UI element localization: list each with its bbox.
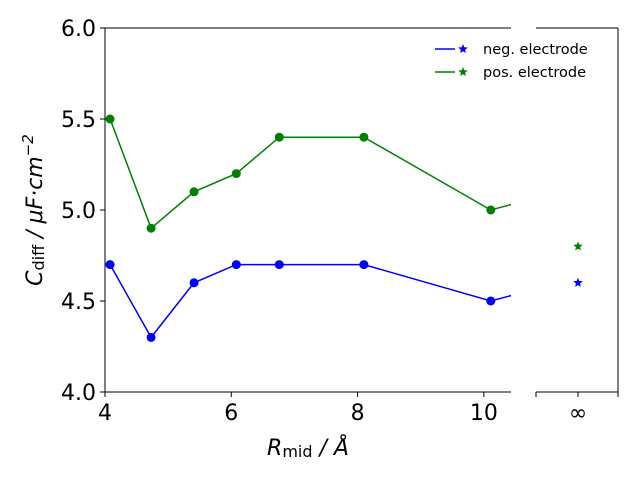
neg-data-point bbox=[231, 260, 241, 270]
limit-axes: ∞ bbox=[535, 27, 619, 426]
pos-data-point bbox=[274, 132, 284, 142]
neg-data-point bbox=[146, 332, 156, 342]
neg-data-point bbox=[486, 296, 496, 306]
pos-data-point bbox=[189, 187, 199, 197]
x-tick-label: 10 bbox=[470, 401, 498, 426]
x-tick-label: 8 bbox=[351, 401, 365, 426]
neg-series-line bbox=[109, 263, 511, 339]
pos-data-point bbox=[486, 205, 496, 215]
pos-data-point bbox=[105, 114, 115, 124]
y-tick-label: 5.5 bbox=[61, 108, 96, 133]
neg-data-point bbox=[359, 260, 369, 270]
pos-data-point bbox=[359, 132, 369, 142]
main-axes: 4 6 8 10 4.0 4.5 5.0 5.5 6.0 bbox=[61, 17, 536, 426]
neg-legend-label: neg. electrode bbox=[483, 42, 588, 58]
neg-data-point bbox=[527, 286, 536, 295]
pos-data-point bbox=[527, 195, 536, 204]
neg-limit-star bbox=[573, 277, 583, 287]
pos-limit-star bbox=[573, 241, 583, 251]
y-tick-label: 4.5 bbox=[61, 290, 96, 315]
neg-data-point bbox=[189, 278, 199, 288]
infinity-tick-label: ∞ bbox=[569, 401, 587, 426]
y-tick-label: 5.0 bbox=[61, 199, 96, 224]
x-axis-label: Rmid / Å bbox=[267, 434, 349, 461]
pos-data-point bbox=[231, 169, 241, 179]
neg-data-point bbox=[274, 260, 284, 270]
pos-series-line bbox=[109, 118, 511, 230]
y-axis-label: Cdiff / μF·cm−2 bbox=[19, 134, 48, 286]
x-tick-label: 6 bbox=[224, 401, 238, 426]
pos-data-point bbox=[146, 223, 156, 233]
neg-legend-star-icon bbox=[458, 44, 468, 53]
pos-legend-star-icon bbox=[458, 67, 468, 76]
y-tick-label: 6.0 bbox=[61, 17, 96, 42]
pos-legend-label: pos. electrode bbox=[483, 65, 586, 81]
legend: neg. electrode pos. electrode bbox=[435, 42, 588, 81]
x-tick-label: 4 bbox=[98, 401, 112, 426]
neg-data-point bbox=[105, 260, 115, 270]
y-tick-label: 4.0 bbox=[61, 381, 96, 406]
